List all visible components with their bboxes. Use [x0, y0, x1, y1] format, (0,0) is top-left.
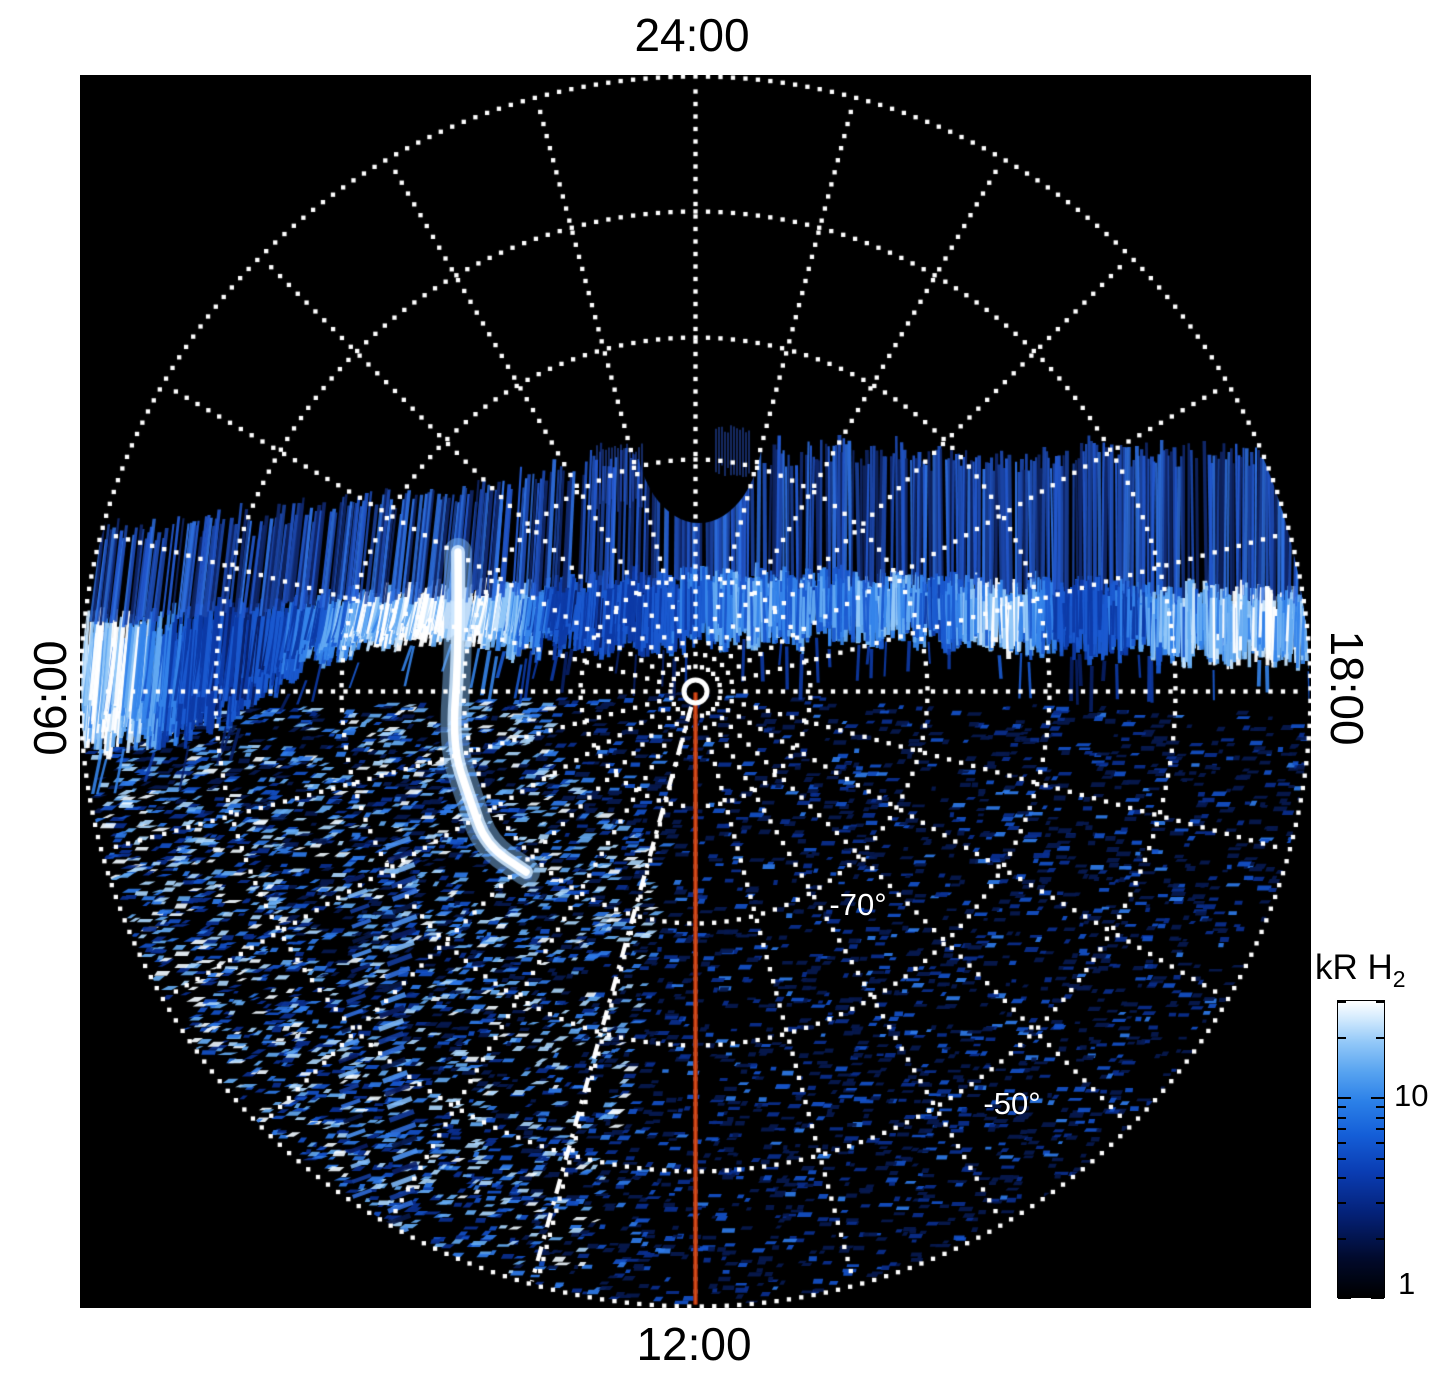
- colorbar-tick: [1376, 1036, 1384, 1039]
- hour-label-1800: 18:00: [1321, 630, 1373, 746]
- aurora-heatmap-canvas: [80, 75, 1311, 1308]
- latitude-ring-label-70: -70°: [829, 887, 887, 922]
- colorbar-tick-label-10: 10: [1394, 1078, 1429, 1113]
- colorbar-tick: [1376, 1157, 1384, 1160]
- hour-label-2400: 24:00: [634, 9, 750, 61]
- colorbar-tick: [1376, 1237, 1384, 1240]
- latitude-ring-label-50: -50°: [983, 1086, 1041, 1121]
- colorbar-tick: [1376, 1128, 1384, 1131]
- colorbar-tick: [1338, 1237, 1346, 1240]
- colorbar-tick: [1376, 1116, 1384, 1119]
- colorbar-tick: [1376, 1141, 1384, 1144]
- colorbar-tick: [1338, 1036, 1346, 1039]
- colorbar-tick: [1338, 1202, 1346, 1205]
- colorbar-title-text: kR H: [1315, 948, 1393, 987]
- colorbar-tick: [1338, 1097, 1351, 1100]
- colorbar-tick: [1338, 1141, 1346, 1144]
- colorbar-tick: [1376, 1177, 1384, 1180]
- colorbar-tick: [1338, 1128, 1346, 1131]
- colorbar-tick: [1371, 1097, 1384, 1100]
- hour-label-1200: 12:00: [636, 1318, 752, 1370]
- colorbar-tick: [1338, 1116, 1346, 1119]
- polar-plot-area: -70° -50°: [80, 75, 1311, 1308]
- colorbar: [1337, 1000, 1385, 1299]
- colorbar-tick: [1338, 1001, 1346, 1004]
- colorbar-tick: [1338, 1157, 1346, 1160]
- colorbar-tick: [1371, 1297, 1384, 1299]
- colorbar-tick: [1376, 1202, 1384, 1205]
- colorbar-tick: [1376, 1001, 1384, 1004]
- colorbar-tick: [1376, 1106, 1384, 1109]
- hour-label-0600: 06:00: [24, 640, 76, 756]
- colorbar-tick: [1338, 1106, 1346, 1109]
- colorbar-tick: [1338, 1177, 1346, 1180]
- colorbar-title: kR H2: [1315, 948, 1406, 993]
- colorbar-gradient: [1338, 1001, 1384, 1297]
- colorbar-title-subscript: 2: [1392, 966, 1406, 992]
- colorbar-tick: [1338, 1297, 1351, 1299]
- colorbar-tick-label-1: 1: [1398, 1266, 1416, 1301]
